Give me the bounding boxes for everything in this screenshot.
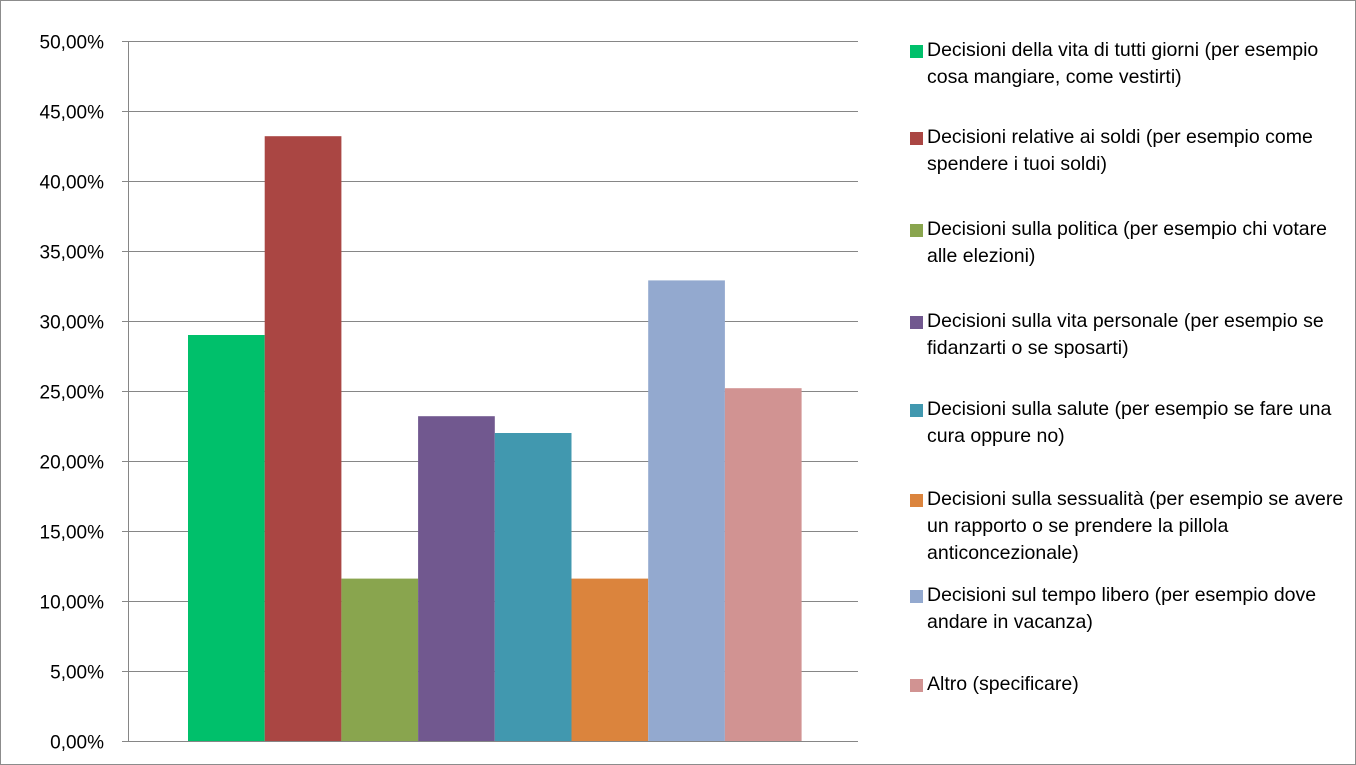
y-tick-label: 0,00% [50, 733, 104, 754]
legend-label: Decisioni sul tempo libero (per esempio … [927, 584, 1317, 633]
bar [341, 578, 419, 741]
legend-label: Decisioni sulla sessualità (per esempio … [927, 488, 1344, 564]
legend-item: Decisioni relative ai soldi (per esempio… [910, 124, 1350, 178]
legend-item: Decisioni sulla sessualità (per esempio … [910, 486, 1350, 567]
bar [494, 433, 572, 741]
legend-swatch [910, 45, 923, 58]
y-tick-label: 35,00% [40, 243, 105, 264]
bar [648, 280, 725, 741]
y-tick-label: 20,00% [40, 453, 105, 474]
legend-swatch [910, 404, 923, 417]
bar [571, 578, 649, 741]
y-tick-label: 50,00% [40, 33, 105, 54]
bar [418, 416, 495, 741]
legend-label: Decisioni della vita di tutti giorni (pe… [927, 39, 1319, 88]
bars [188, 136, 802, 741]
legend-item: Decisioni sulla politica (per esempio ch… [910, 216, 1350, 270]
legend: Decisioni della vita di tutti giorni (pe… [910, 0, 1356, 765]
y-tick-label: 30,00% [40, 313, 105, 334]
legend-label: Decisioni sulla salute (per esempio se f… [927, 398, 1332, 447]
y-axis-tick-labels: 0,00% 5,00% 10,00% 15,00% 20,00% 25,00% 30,00%… [40, 33, 105, 754]
legend-swatch [910, 590, 923, 603]
y-tick-label: 40,00% [40, 173, 105, 194]
legend-label: Decisioni sulla vita personale (per esem… [927, 310, 1324, 359]
legend-item: Decisioni sulla salute (per esempio se f… [910, 396, 1350, 450]
bar [264, 136, 342, 741]
legend-swatch [910, 679, 923, 692]
legend-swatch [910, 132, 923, 145]
y-tick-label: 10,00% [40, 593, 105, 614]
axes [122, 41, 858, 742]
legend-swatch [910, 224, 923, 237]
legend-item: Decisioni sulla vita personale (per esem… [910, 308, 1350, 362]
y-tick-label: 25,00% [40, 383, 105, 404]
y-tick-label: 5,00% [50, 663, 104, 684]
legend-item: Altro (specificare) [910, 671, 1350, 698]
legend-swatch [910, 316, 923, 329]
legend-item: Decisioni sul tempo libero (per esempio … [910, 582, 1350, 636]
legend-label: Altro (specificare) [927, 673, 1079, 695]
legend-item: Decisioni della vita di tutti giorni (pe… [910, 37, 1350, 91]
y-tick-label: 45,00% [40, 103, 105, 124]
legend-swatch [910, 494, 923, 507]
legend-label: Decisioni sulla politica (per esempio ch… [927, 218, 1327, 267]
legend-label: Decisioni relative ai soldi (per esempio… [927, 126, 1313, 175]
bar [724, 388, 802, 741]
bar [188, 335, 265, 741]
y-tick-label: 15,00% [40, 523, 105, 544]
